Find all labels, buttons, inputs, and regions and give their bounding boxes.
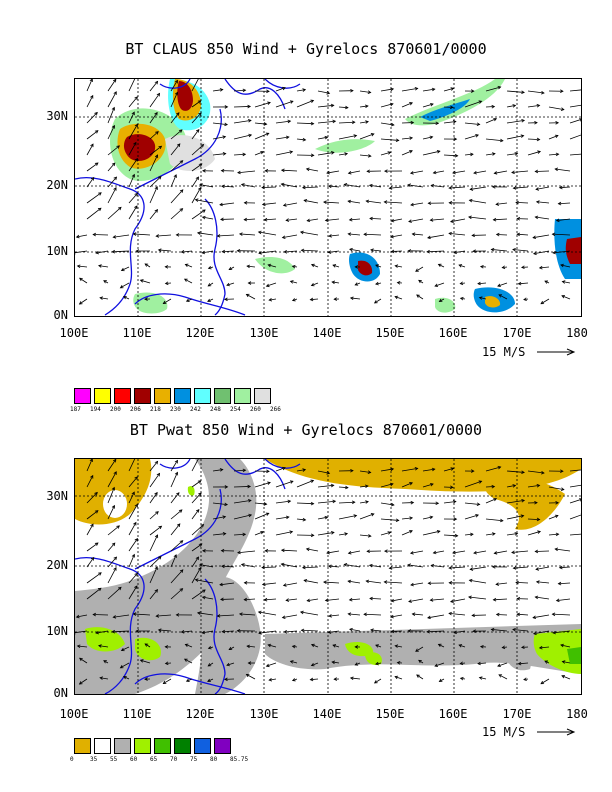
pwat-wind-vectors [75, 459, 581, 685]
panel2-legend-label: 35 [90, 756, 98, 763]
panel1-legend-swatch [254, 388, 271, 404]
panel1-lat-0n: 0N [53, 308, 68, 322]
panel2-legend-swatch [214, 738, 231, 754]
panel1-legend-label: 200 [110, 406, 121, 413]
panel1-legend-label: 242 [190, 406, 201, 413]
panel1-legend-label: 248 [210, 406, 221, 413]
panel1-legend-swatch [234, 388, 251, 404]
panel2-title: BT Pwat 850 Wind + Gyrelocs 870601/0000 [129, 421, 483, 439]
panel1-legend-swatch [134, 388, 151, 404]
panel2-lat-30n: 30N [46, 489, 68, 503]
panel1-lon-150e: 150E [375, 326, 405, 340]
panel2-lon-180: 180 [566, 707, 588, 721]
panel1-lon-110e: 110E [122, 326, 152, 340]
panel1-legend-label: 230 [170, 406, 181, 413]
panel1-legend-label: 206 [130, 406, 141, 413]
panel1-legend-swatch [74, 388, 91, 404]
panel2-scale-label: 15 M/S [482, 725, 526, 739]
panel2-legend-label: 85.75 [230, 756, 249, 763]
panel2-legend-label: 0 [70, 756, 74, 763]
panel2-lon-140e: 140E [312, 707, 342, 721]
panel1-legend-label: 254 [230, 406, 241, 413]
panel1-lon-170e: 170E [502, 326, 532, 340]
panel1-legend-label: 194 [90, 406, 101, 413]
panel2-legend-label: 75 [190, 756, 198, 763]
panel1-lon-160e: 160E [438, 326, 468, 340]
panel2-legend-label: 60 [130, 756, 138, 763]
panel1-scale-arrow-icon [537, 348, 576, 356]
claus-cloud-fields [110, 79, 581, 314]
pwat-moisture-fields [75, 459, 581, 694]
panel1-legend-swatch [94, 388, 111, 404]
panel2-legend-swatch [134, 738, 151, 754]
panel1-legend-label: 266 [270, 406, 281, 413]
panel2-lon-160e: 160E [438, 707, 468, 721]
panel2-lon-130e: 130E [249, 707, 279, 721]
panel1-legend-label: 218 [150, 406, 161, 413]
claus-coastlines [75, 79, 301, 316]
panel2-legend-swatch [154, 738, 171, 754]
panel1-lat-10n: 10N [46, 244, 68, 258]
panel1-legend-label: 260 [250, 406, 261, 413]
panel2-lat-0n: 0N [53, 686, 68, 700]
panel1-lon-180: 180 [566, 326, 588, 340]
panel2-legend-swatch [174, 738, 191, 754]
panel1-lon-140e: 140E [312, 326, 342, 340]
panel2-legend-swatch [114, 738, 131, 754]
panel1-lon-130e: 130E [249, 326, 279, 340]
pwat-map-canvas [75, 459, 581, 694]
panel1-lat-30n: 30N [46, 109, 68, 123]
panel1-legend-swatch [214, 388, 231, 404]
panel1-lon-120e: 120E [185, 326, 215, 340]
panel2-lon-170e: 170E [502, 707, 532, 721]
panel1-lon-100e: 100E [59, 326, 89, 340]
claus-gridlines [75, 79, 581, 316]
panel2-lon-110e: 110E [122, 707, 152, 721]
panel2-legend-label: 55 [110, 756, 118, 763]
panel2-legend-swatch [94, 738, 111, 754]
panel2-lon-100e: 100E [59, 707, 89, 721]
pwat-coastlines [75, 459, 301, 694]
panel2-legend-label: 80 [210, 756, 218, 763]
panel2-legend-swatch [194, 738, 211, 754]
claus-map [74, 78, 582, 317]
panel1-title: BT CLAUS 850 Wind + Gyrelocs 870601/0000 [125, 40, 487, 58]
pwat-map [74, 458, 582, 695]
claus-map-canvas [75, 79, 581, 316]
panel2-legend-label: 65 [150, 756, 158, 763]
claus-wind-vectors [75, 79, 581, 305]
panel1-scale-label: 15 M/S [482, 345, 526, 359]
panel1-legend-label: 187 [70, 406, 81, 413]
panel2-scale-arrow-icon [537, 728, 576, 736]
panel1-legend-swatch [154, 388, 171, 404]
panel1-legend-swatch [194, 388, 211, 404]
panel2-lat-20n: 20N [46, 558, 68, 572]
panel1-legend-swatch [114, 388, 131, 404]
pwat-gridlines [75, 459, 581, 694]
panel2-lon-150e: 150E [375, 707, 405, 721]
panel2-legend-swatch [74, 738, 91, 754]
panel2-lat-10n: 10N [46, 624, 68, 638]
panel1-legend-swatch [174, 388, 191, 404]
panel1-lat-20n: 20N [46, 178, 68, 192]
panel2-legend-label: 70 [170, 756, 178, 763]
panel2-lon-120e: 120E [185, 707, 215, 721]
